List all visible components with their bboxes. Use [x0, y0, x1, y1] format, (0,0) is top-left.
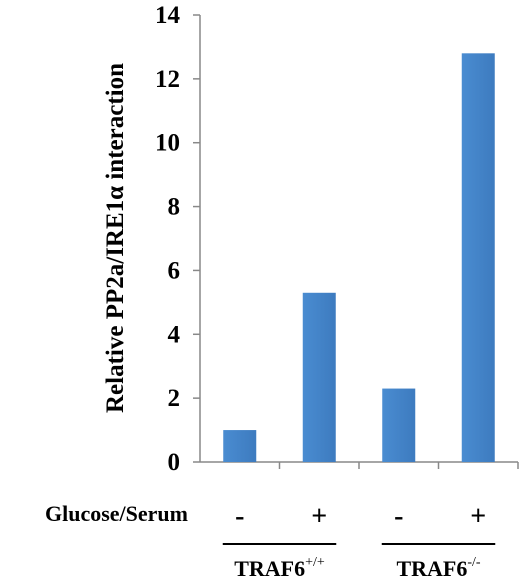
group-label-base: TRAF6: [396, 556, 467, 581]
bar: [223, 430, 256, 462]
category-label: -: [394, 501, 403, 532]
y-tick-label: 6: [168, 257, 181, 284]
y-tick-label: 0: [168, 449, 181, 476]
group-labels: TRAF6+/+ TRAF6-/-: [223, 544, 496, 581]
category-labels: - + - +: [235, 501, 486, 532]
group-label: TRAF6-/-: [396, 555, 480, 581]
bar: [303, 293, 336, 462]
y-tick-label: 2: [168, 385, 181, 412]
y-tick-label: 4: [168, 321, 181, 348]
group-label-superscript: +/+: [305, 555, 325, 570]
bar: [462, 53, 495, 462]
group-label: TRAF6+/+: [234, 555, 325, 581]
category-label: -: [235, 501, 244, 532]
y-tick-label: 12: [155, 66, 180, 93]
y-axis-label: Relative PP2a/IRE1α interaction: [102, 63, 129, 413]
category-label: +: [470, 501, 486, 532]
bar: [382, 389, 415, 462]
bars: [223, 53, 495, 462]
y-tick-label: 8: [168, 194, 181, 221]
x-axis-ticks: [280, 462, 519, 469]
y-tick-label: 10: [155, 130, 180, 157]
category-label: +: [311, 501, 327, 532]
glucose-serum-label: Glucose/Serum: [45, 501, 188, 526]
y-axis-ticks: 0 2 4 6 8 10 12 14: [155, 2, 200, 476]
group-label-superscript: -/-: [467, 555, 481, 570]
y-tick-label: 14: [155, 2, 181, 29]
group-label-base: TRAF6: [234, 556, 305, 581]
